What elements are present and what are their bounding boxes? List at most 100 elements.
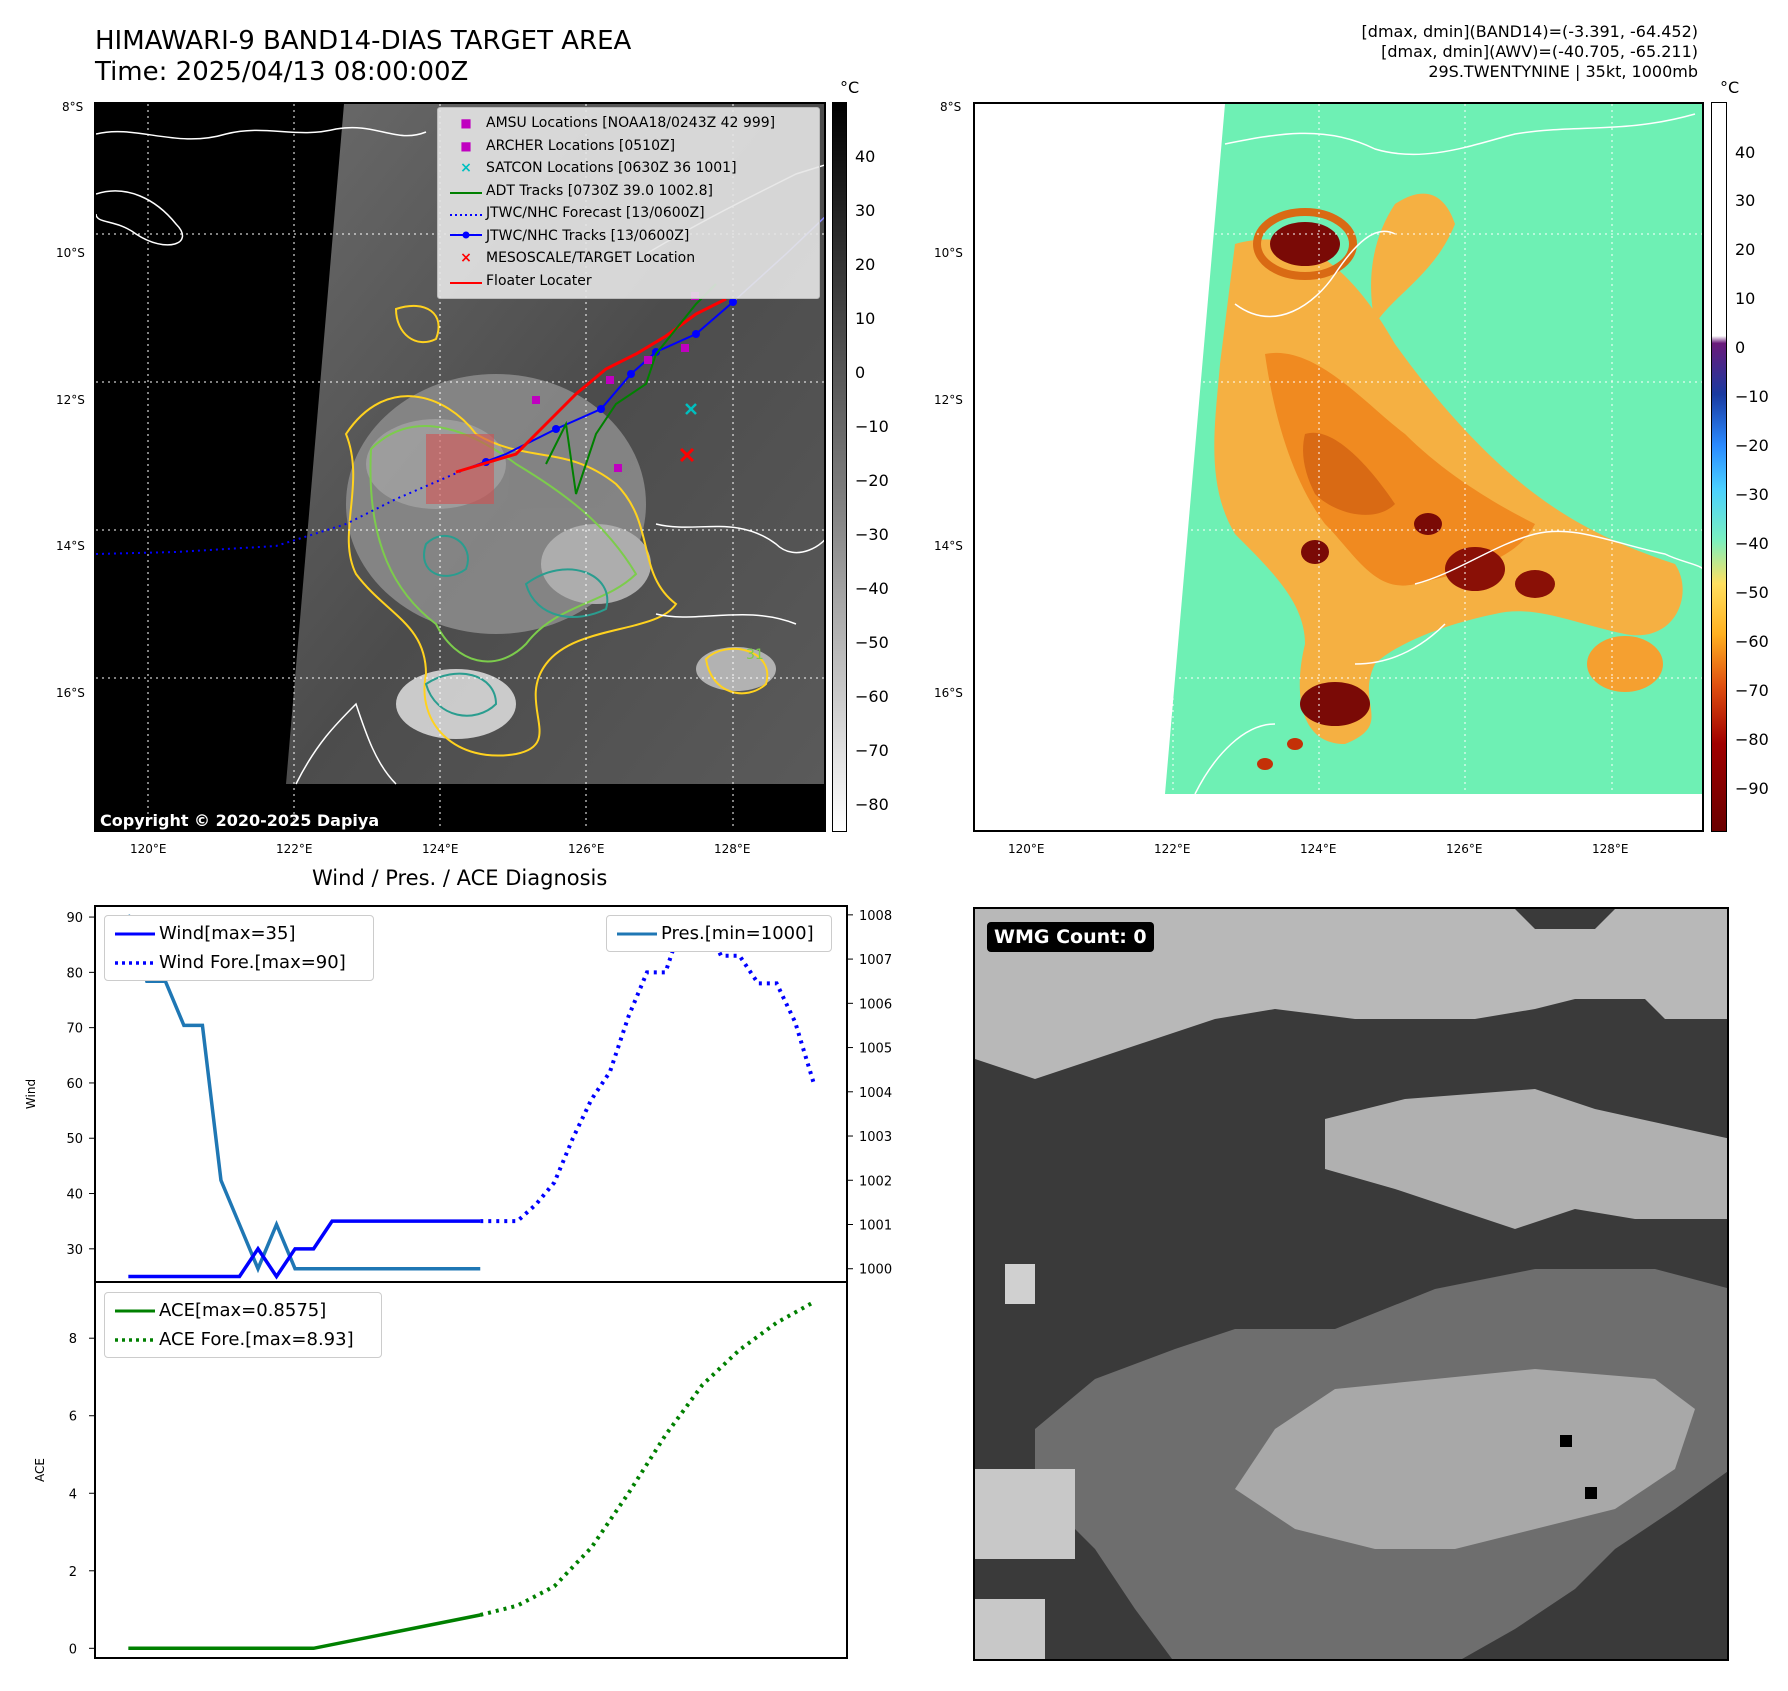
- jtwc-forecast-track: [96, 468, 467, 555]
- wind-ytick-label: 70: [66, 1022, 83, 1037]
- map1-lat-label: 8°S: [62, 100, 84, 114]
- legend-adt: ADT Tracks [0730Z 39.0 1002.8]: [446, 180, 811, 203]
- pressure-ytick-label: 1008: [859, 909, 892, 924]
- awv-moisture-field: [1214, 193, 1683, 770]
- pressure-ytick-label: 1002: [859, 1174, 892, 1189]
- awv-cbar-tick: 10: [1735, 289, 1756, 308]
- pressure-ytick-label: 1004: [859, 1086, 892, 1101]
- legend-amsu: ■ AMSU Locations [NOAA18/0243Z 42 999]: [446, 112, 811, 135]
- stats-block: [dmax, dmin](BAND14)=(-3.391, -64.452) […: [1362, 22, 1698, 82]
- wmg-image: [975, 909, 1727, 1659]
- legend-archer-icon: ■: [460, 138, 472, 153]
- band14-cbar-tick: 20: [855, 255, 876, 274]
- wmg-lower-core: [1235, 1369, 1695, 1549]
- wind-legend: Wind[max=35] Wind Fore.[max=90]: [104, 915, 374, 981]
- awv-map-image: [975, 104, 1702, 830]
- awv-cbar-tick: −10: [1735, 387, 1769, 406]
- legend-wind-fore: Wind Fore.[max=90]: [113, 948, 365, 977]
- floater-track: [455, 297, 727, 474]
- wind-ytick-label: 40: [66, 1188, 83, 1203]
- title-line-2: Time: 2025/04/13 08:00:00Z: [95, 57, 469, 87]
- wmg-patch: [1005, 1264, 1035, 1304]
- awv-cbar-tick: −60: [1735, 632, 1769, 651]
- wind-line: [128, 1219, 481, 1280]
- awv-cbar-tick: −50: [1735, 583, 1769, 602]
- awv-cbar-tick: −30: [1735, 485, 1769, 504]
- band14-cbar-tick: −80: [855, 795, 889, 814]
- band14-cbar-tick: −50: [855, 633, 889, 652]
- awv-cbar-tick: 20: [1735, 240, 1756, 259]
- floater-box: [426, 434, 494, 504]
- awv-coastlines: [1194, 113, 1702, 795]
- map1-lon-label: 126°E: [568, 842, 605, 856]
- map2-lat-label: 14°S: [934, 539, 963, 553]
- contours: [344, 304, 769, 757]
- wind-ytick-label: 30: [66, 1243, 83, 1258]
- legend-wind: Wind[max=35]: [113, 919, 365, 948]
- awv-cbar-tick: 40: [1735, 143, 1756, 162]
- awv-cbar-tick: 30: [1735, 191, 1756, 210]
- legend-floater-icon: [446, 273, 486, 289]
- ace-legend: ACE[max=0.8575] ACE Fore.[max=8.93]: [104, 1292, 382, 1358]
- map-legend: ■ AMSU Locations [NOAA18/0243Z 42 999] ■…: [437, 107, 820, 299]
- awv-cbar-tick: −80: [1735, 730, 1769, 749]
- map2-lon-label: 120°E: [1008, 842, 1045, 856]
- map2-lat-label: 16°S: [934, 686, 963, 700]
- ace-ytick-label: 8: [69, 1332, 77, 1347]
- awv-cbar-tick: −20: [1735, 436, 1769, 455]
- band14-cbar-tick: −30: [855, 525, 889, 544]
- title-line-1: HIMAWARI-9 BAND14-DIAS TARGET AREA: [95, 26, 632, 56]
- pressure-ytick-label: 1000: [859, 1263, 892, 1278]
- legend-target-icon: ×: [460, 250, 472, 267]
- wmg-count-badge: WMG Count: 0: [987, 922, 1154, 952]
- band14-cbar-tick: −10: [855, 417, 889, 436]
- wind-ytick-label: 80: [66, 966, 83, 981]
- legend-floater: Floater Locater: [446, 270, 811, 293]
- adt-track: [545, 283, 717, 495]
- awv-cbar-tick: −90: [1735, 779, 1769, 798]
- awv-cbar-tick: −70: [1735, 681, 1769, 700]
- legend-jtwc-forecast: JTWC/NHC Forecast [13/0600Z]: [446, 202, 811, 225]
- legend-ace-fore: ACE Fore.[max=8.93]: [113, 1325, 373, 1354]
- band14-cbar-tick: 40: [855, 147, 876, 166]
- ace-ytick-label: 6: [69, 1410, 77, 1425]
- legend-satcon: × SATCON Locations [0630Z 36 1001]: [446, 157, 811, 180]
- map2-lat-label: 12°S: [934, 393, 963, 407]
- map2-lon-label: 128°E: [1592, 842, 1629, 856]
- legend-ace-swatch: [115, 1309, 155, 1312]
- wmg-patch: [975, 1599, 1045, 1659]
- figure-title: HIMAWARI-9 BAND14-DIAS TARGET AREA Time:…: [95, 26, 631, 88]
- pressure-ytick-label: 1001: [859, 1218, 892, 1233]
- map2-lon-label: 126°E: [1446, 842, 1483, 856]
- map2-lat-label: 8°S: [940, 100, 962, 114]
- band14-cbar-tick: 10: [855, 309, 876, 328]
- legend-pressure: Pres.[min=1000]: [615, 919, 823, 948]
- legend-jtwc-tracks-icon: [446, 228, 486, 244]
- wmg-patch: [975, 1469, 1075, 1559]
- pressure-ytick-label: 1005: [859, 1042, 892, 1057]
- map1-lat-label: 16°S: [56, 686, 85, 700]
- satcon-marker: [685, 403, 697, 415]
- legend-pressure-swatch: [617, 932, 657, 935]
- stats-line-1: [dmax, dmin](BAND14)=(-3.391, -64.452): [1361, 22, 1698, 41]
- map1-lon-label: 120°E: [130, 842, 167, 856]
- ace-forecast-line: [479, 1300, 815, 1617]
- awv-cbar-tick: −40: [1735, 534, 1769, 553]
- ace-ytick-label: 2: [69, 1565, 77, 1580]
- pressure-ytick-label: 1007: [859, 953, 892, 968]
- awv-gridlines: [975, 104, 1702, 830]
- legend-archer: ■ ARCHER Locations [0510Z]: [446, 135, 811, 158]
- band14-cbar-unit: °C: [840, 78, 860, 97]
- wind-ytick-label: 60: [66, 1077, 83, 1092]
- ace-ytick-label: 4: [69, 1487, 77, 1502]
- map2-lon-label: 124°E: [1300, 842, 1337, 856]
- wmg-pixel: [1585, 1487, 1597, 1499]
- pressure-line: [126, 914, 481, 1274]
- awv-cbar-tick: 0: [1735, 338, 1746, 357]
- wind-axis-label: Wind: [24, 1079, 38, 1109]
- legend-target: × MESOSCALE/TARGET Location: [446, 247, 811, 270]
- stats-line-2: [dmax, dmin](AWV)=(-40.705, -65.211): [1381, 42, 1698, 61]
- ace-line: [128, 1613, 481, 1651]
- legend-wind-swatch: [115, 932, 155, 935]
- awv-map-panel: [973, 102, 1704, 832]
